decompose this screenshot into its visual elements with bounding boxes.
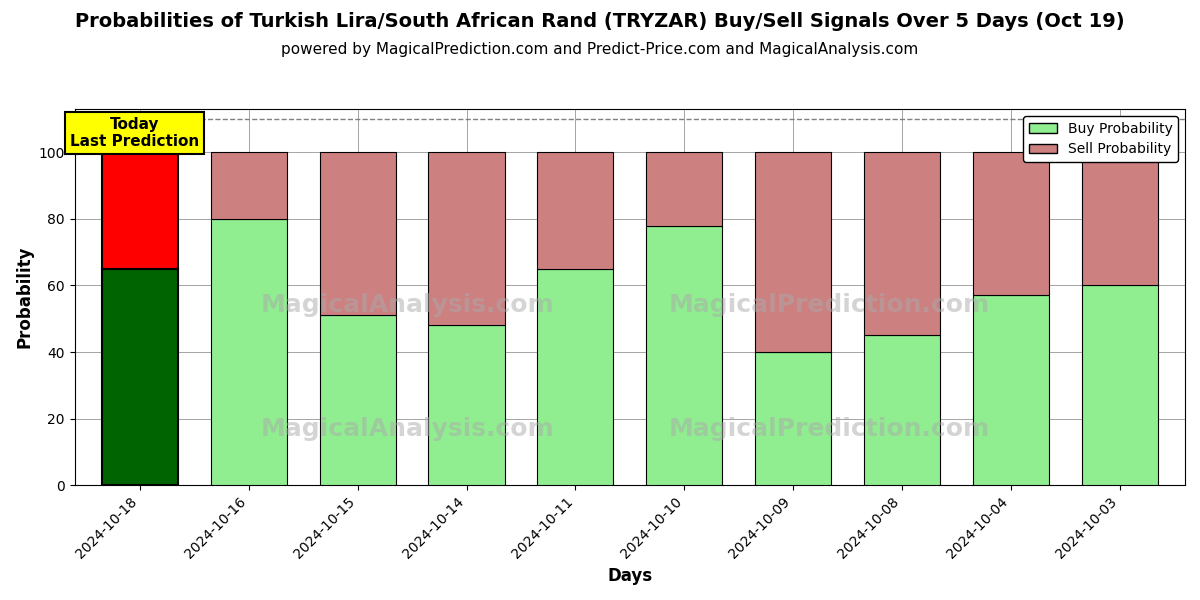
Bar bbox=[1081, 152, 1158, 286]
X-axis label: Days: Days bbox=[607, 567, 653, 585]
Bar bbox=[864, 152, 940, 335]
Bar bbox=[102, 152, 178, 269]
Text: Probabilities of Turkish Lira/South African Rand (TRYZAR) Buy/Sell Signals Over : Probabilities of Turkish Lira/South Afri… bbox=[76, 12, 1124, 31]
Bar bbox=[428, 325, 505, 485]
Bar bbox=[102, 269, 178, 485]
Bar bbox=[538, 152, 613, 269]
Y-axis label: Probability: Probability bbox=[16, 246, 34, 349]
Bar bbox=[538, 269, 613, 485]
Bar bbox=[319, 316, 396, 485]
Text: Today
Last Prediction: Today Last Prediction bbox=[70, 116, 199, 149]
Text: MagicalAnalysis.com: MagicalAnalysis.com bbox=[260, 417, 554, 441]
Bar bbox=[646, 226, 722, 485]
Text: MagicalAnalysis.com: MagicalAnalysis.com bbox=[260, 293, 554, 317]
Text: MagicalPrediction.com: MagicalPrediction.com bbox=[670, 293, 990, 317]
Bar bbox=[319, 152, 396, 316]
Text: powered by MagicalPrediction.com and Predict-Price.com and MagicalAnalysis.com: powered by MagicalPrediction.com and Pre… bbox=[281, 42, 919, 57]
Bar bbox=[973, 152, 1049, 295]
Bar bbox=[428, 152, 505, 325]
Text: MagicalPrediction.com: MagicalPrediction.com bbox=[670, 417, 990, 441]
Bar bbox=[211, 219, 287, 485]
Bar bbox=[646, 152, 722, 226]
Bar bbox=[211, 152, 287, 219]
Bar bbox=[755, 352, 832, 485]
Bar bbox=[1081, 286, 1158, 485]
Legend: Buy Probability, Sell Probability: Buy Probability, Sell Probability bbox=[1024, 116, 1178, 162]
Bar bbox=[755, 152, 832, 352]
Bar bbox=[973, 295, 1049, 485]
Bar bbox=[864, 335, 940, 485]
